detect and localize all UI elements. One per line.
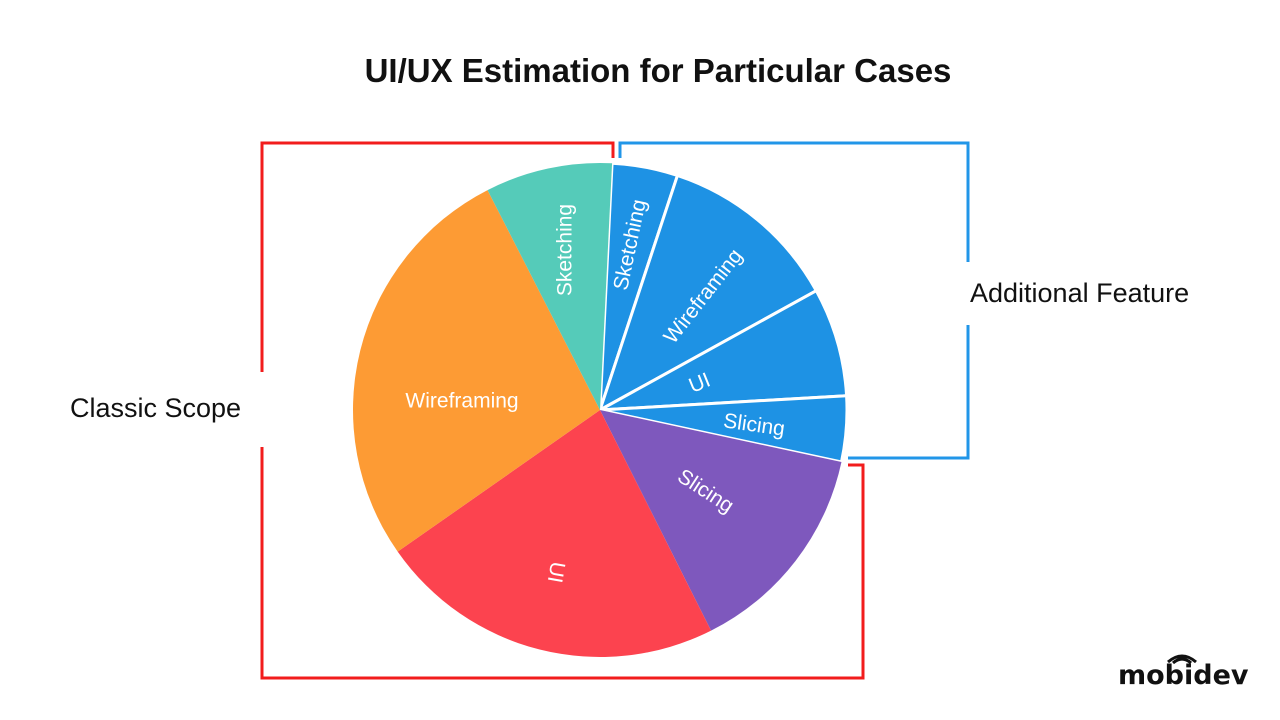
slice-label: UI [543,560,569,585]
pie-slice-ui-additional [598,289,849,412]
pie-slice-slicing-classic [600,410,842,631]
slice-label: Wireframing [405,390,518,413]
additional-feature-bracket [618,141,970,460]
wifi-icon [1167,654,1197,664]
pie-slice-wireframing-additional [598,173,818,412]
pie-slice-sketching-classic [487,163,613,410]
pie-slice-ui-classic [397,410,712,658]
logo-text: mobidev [1118,660,1249,691]
mobidev-logo: mobidev [1118,654,1249,691]
additional-feature-label: Additional Feature [970,278,1190,308]
pie-slice-wireframing-classic [352,190,600,552]
chart-title: UI/UX Estimation for Particular Cases [364,52,952,89]
slice-label: Sketching [554,204,577,296]
pie-slice-slicing-additional [598,394,849,464]
classic-scope-bracket [260,141,865,680]
classic-scope-label: Classic Scope [70,393,242,423]
